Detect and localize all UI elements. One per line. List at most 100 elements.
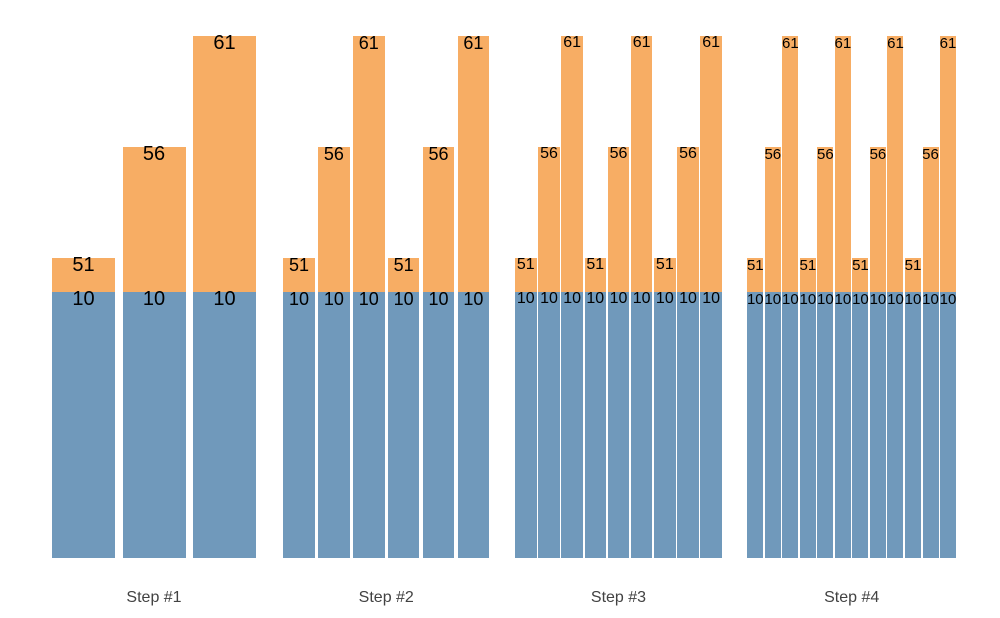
bar-base-label: 10 bbox=[72, 288, 95, 311]
bar-value-label: 56 bbox=[764, 146, 782, 163]
bar-segment-base bbox=[318, 292, 350, 558]
bar-segment-base bbox=[193, 292, 256, 558]
bar-value-label: 56 bbox=[817, 146, 834, 163]
bar-segment-base bbox=[834, 292, 851, 558]
bar-base-label: 10 bbox=[679, 290, 697, 308]
bar-value-label: 61 bbox=[358, 33, 379, 54]
bar-base-label: 10 bbox=[655, 290, 674, 308]
bar-segment-base bbox=[869, 292, 886, 558]
bar-segment-value bbox=[700, 36, 722, 292]
bar-base-label: 10 bbox=[632, 290, 651, 308]
bar-base-label: 10 bbox=[540, 290, 558, 308]
bar-segment-base bbox=[852, 292, 869, 558]
bar-base-label: 10 bbox=[939, 291, 957, 308]
bar-segment-value bbox=[607, 147, 630, 292]
bar-segment-base bbox=[457, 292, 490, 558]
bar-base-label: 10 bbox=[358, 289, 379, 310]
bar-segment-value bbox=[561, 36, 583, 292]
bar-value-label: 51 bbox=[655, 256, 674, 274]
bar-base-label: 10 bbox=[289, 289, 310, 310]
bar-segment-base bbox=[940, 292, 957, 558]
bar-value-label: 61 bbox=[702, 34, 721, 52]
bar-value-label: 61 bbox=[563, 34, 582, 52]
bar-segment-value bbox=[799, 258, 816, 292]
bar-segment-value bbox=[584, 258, 607, 292]
bar-value-label: 51 bbox=[746, 257, 764, 274]
bar-segment-value bbox=[122, 147, 186, 292]
bar-segment-value bbox=[869, 147, 886, 292]
bar-segment-base bbox=[52, 292, 115, 558]
bar-value-label: 51 bbox=[799, 257, 817, 274]
bar-segment-value bbox=[387, 258, 420, 292]
bar-base-label: 10 bbox=[817, 291, 834, 308]
bar-base-label: 10 bbox=[746, 291, 764, 308]
bar-segment-value bbox=[353, 36, 385, 292]
bar-segment-base bbox=[887, 292, 904, 558]
bar-segment-base bbox=[538, 292, 560, 558]
bar-segment-base bbox=[422, 292, 455, 558]
bar-base-label: 10 bbox=[142, 288, 166, 311]
bar-value-label: 51 bbox=[852, 257, 869, 274]
step-group-label-2: Step #2 bbox=[358, 589, 414, 606]
bar-segment-value bbox=[904, 258, 921, 292]
bar-value-label: 61 bbox=[213, 32, 236, 55]
bar-segment-value bbox=[817, 147, 834, 292]
bar-value-label: 61 bbox=[781, 35, 799, 52]
bar-value-label: 56 bbox=[323, 144, 344, 165]
bar-segment-base bbox=[654, 292, 676, 558]
bar-base-label: 10 bbox=[799, 291, 817, 308]
bar-segment-base bbox=[283, 292, 315, 558]
bar-segment-base bbox=[387, 292, 420, 558]
bar-base-label: 10 bbox=[834, 291, 852, 308]
bar-value-label: 51 bbox=[289, 255, 310, 276]
bar-segment-base bbox=[782, 292, 799, 558]
bar-segment-value bbox=[318, 147, 350, 292]
bar-segment-base bbox=[922, 292, 939, 558]
bar-base-label: 10 bbox=[764, 291, 782, 308]
bar-value-label: 51 bbox=[393, 255, 414, 276]
bar-segment-value bbox=[52, 258, 115, 292]
bar-segment-base bbox=[747, 292, 764, 558]
bar-segment-value bbox=[782, 36, 799, 292]
bar-base-label: 10 bbox=[609, 290, 628, 308]
bar-base-label: 10 bbox=[213, 288, 236, 311]
bar-base-label: 10 bbox=[428, 289, 449, 310]
bar-value-label: 61 bbox=[834, 35, 852, 52]
bar-segment-base bbox=[607, 292, 630, 558]
bar-segment-value bbox=[422, 147, 455, 292]
bar-segment-value bbox=[630, 36, 653, 292]
bar-base-label: 10 bbox=[323, 289, 344, 310]
bar-base-label: 10 bbox=[516, 290, 535, 308]
bar-segment-base bbox=[817, 292, 834, 558]
bar-value-label: 61 bbox=[463, 33, 484, 54]
bar-segment-value bbox=[922, 147, 939, 292]
bar-segment-base bbox=[584, 292, 607, 558]
bar-segment-base bbox=[515, 292, 537, 558]
bar-segment-value bbox=[747, 258, 764, 292]
bar-segment-base bbox=[700, 292, 722, 558]
bar-base-label: 10 bbox=[393, 289, 414, 310]
bar-base-label: 10 bbox=[869, 291, 887, 308]
bar-segment-base bbox=[764, 292, 781, 558]
bar-value-label: 51 bbox=[72, 254, 95, 277]
bar-segment-value bbox=[654, 258, 676, 292]
bar-base-label: 10 bbox=[887, 291, 904, 308]
bar-segment-base bbox=[122, 292, 186, 558]
bar-segment-base bbox=[677, 292, 699, 558]
bar-segment-value bbox=[538, 147, 560, 292]
bar-segment-value bbox=[283, 258, 315, 292]
bar-base-label: 10 bbox=[463, 289, 484, 310]
bar-base-label: 10 bbox=[781, 291, 799, 308]
bar-value-label: 61 bbox=[632, 34, 651, 52]
bar-segment-value bbox=[764, 147, 781, 292]
bar-segment-value bbox=[457, 36, 490, 292]
bar-segment-base bbox=[630, 292, 653, 558]
step-group-label-1: Step #1 bbox=[126, 589, 182, 606]
bar-segment-value bbox=[677, 147, 699, 292]
bar-value-label: 51 bbox=[904, 257, 922, 274]
bar-segment-value bbox=[852, 258, 869, 292]
bar-segment-value bbox=[515, 258, 537, 292]
bar-value-label: 51 bbox=[586, 256, 605, 274]
